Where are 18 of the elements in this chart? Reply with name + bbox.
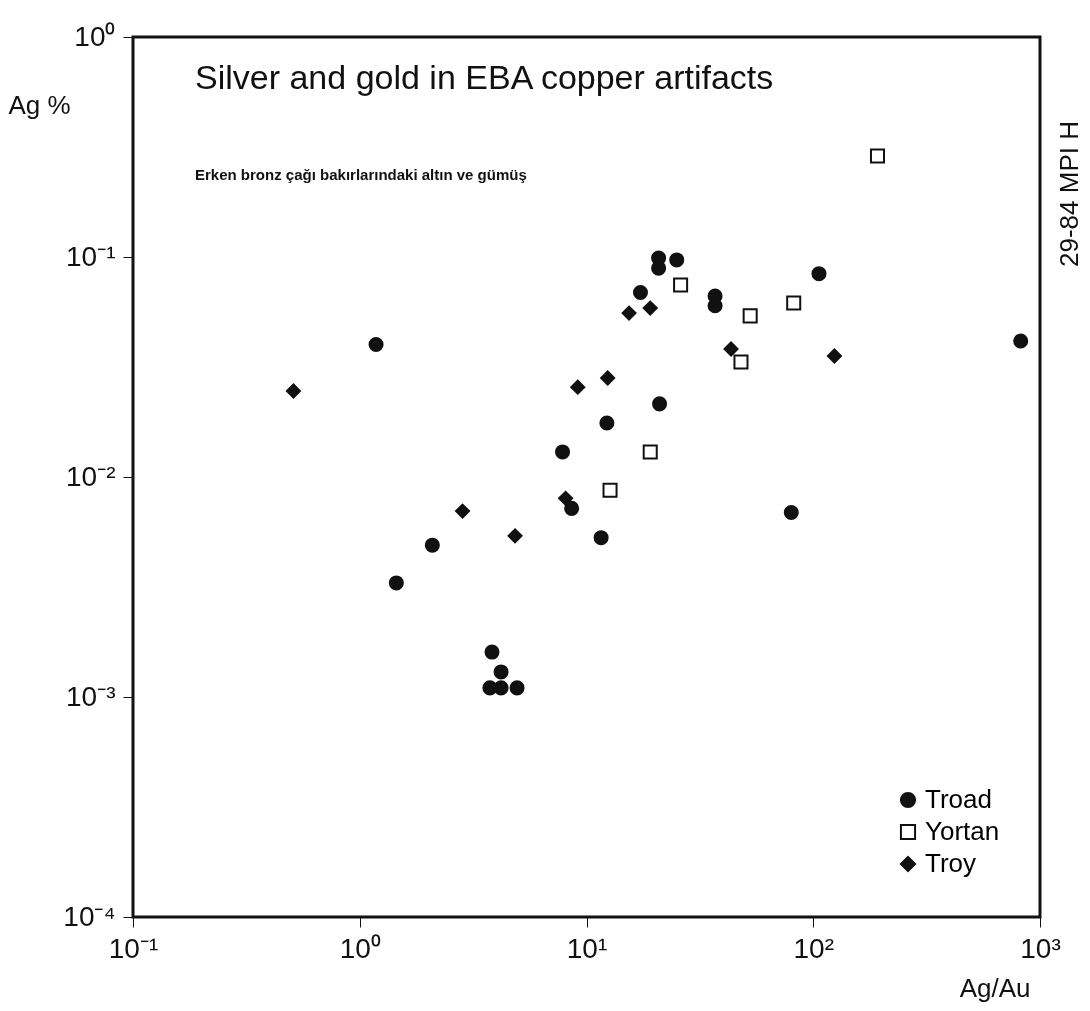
x-tick-label: 10²	[793, 932, 834, 964]
x-tick-label: 10⁻¹	[108, 932, 159, 964]
y-tick-label: 10⁻³	[66, 680, 116, 712]
x-axis-title: Ag/Au	[959, 972, 1031, 1003]
y-tick-label: 10⁰	[74, 20, 116, 52]
legend-label: Troad	[925, 784, 992, 814]
y-tick-label: 10⁻²	[66, 460, 116, 492]
x-tick-label: 10¹	[566, 932, 608, 964]
legend-label: Troy	[925, 848, 977, 878]
text: Erken bronz çağı bakırlarındaki altın ve gümüş	[195, 166, 527, 183]
text: Silver and gold in EBA copper artifacts	[195, 58, 774, 96]
y-tick-label: 10⁻¹	[66, 240, 116, 272]
y-axis-title: Ag %	[8, 89, 71, 120]
legend-label: Yortan	[925, 816, 1000, 846]
x-tick-label: 10³	[1020, 932, 1061, 964]
text: 29-84 MPI H	[1054, 121, 1084, 267]
y-tick-label: 10⁻⁴	[63, 900, 116, 932]
x-tick-label: 10⁰	[339, 932, 381, 964]
